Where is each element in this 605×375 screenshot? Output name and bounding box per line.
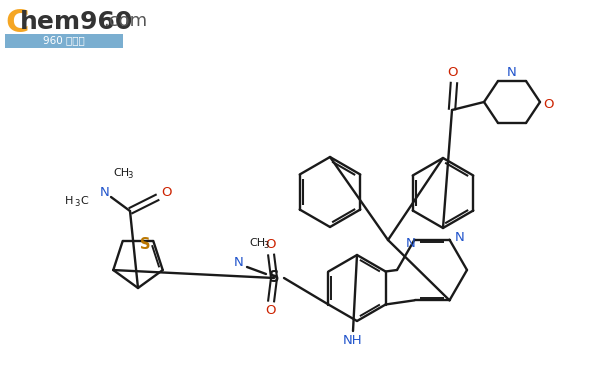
Text: 3: 3 [263,240,269,249]
Text: CH: CH [113,168,129,178]
Text: N: N [100,186,110,200]
Text: O: O [265,304,275,318]
Text: .com: .com [103,12,147,30]
Text: O: O [161,186,171,198]
Text: O: O [448,66,458,80]
Text: S: S [140,237,151,252]
Text: O: O [265,238,275,252]
Text: H: H [65,196,73,206]
Text: C: C [80,196,88,206]
Text: NH: NH [343,333,363,346]
Text: hem960: hem960 [20,10,133,34]
Text: N: N [234,256,244,270]
Text: S: S [269,270,280,285]
Text: 960 化工网: 960 化工网 [43,35,85,45]
Text: N: N [405,237,416,250]
Text: C: C [5,8,28,39]
Bar [5,34,123,48]
Text: 3: 3 [74,198,79,207]
Text: CH: CH [249,238,265,248]
Text: N: N [454,231,465,244]
Text: N: N [507,66,517,80]
Text: 3: 3 [127,171,132,180]
Text: O: O [544,98,554,111]
